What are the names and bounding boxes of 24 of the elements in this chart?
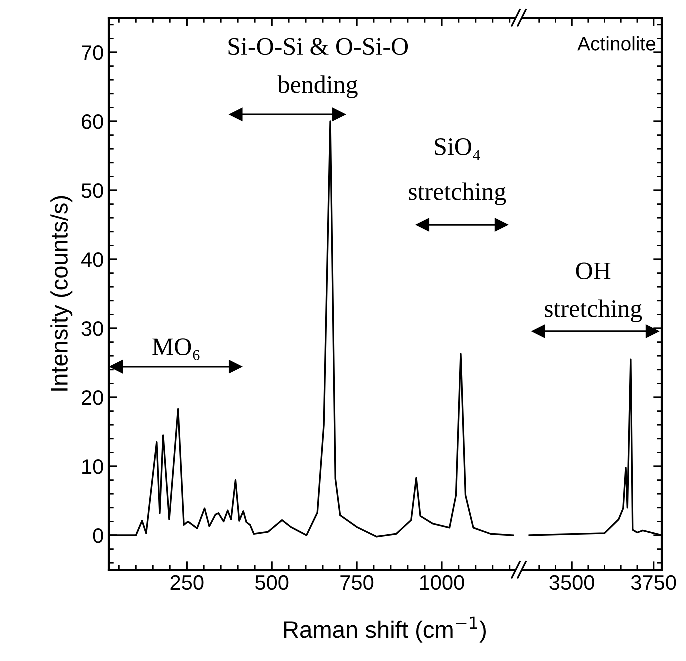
annotation: Si-O-Si & O-Si-O bbox=[228, 38, 408, 56]
x-tick-label: 250 bbox=[170, 575, 204, 590]
y-tick-label: 70 bbox=[82, 46, 104, 60]
y-tick-label: 30 bbox=[82, 322, 104, 336]
x-tick-label: 500 bbox=[256, 575, 289, 590]
annotation: bending bbox=[278, 76, 358, 98]
annotation: SiO₄ bbox=[435, 138, 480, 160]
y-tick-label: 60 bbox=[82, 114, 104, 130]
annotation: stretching bbox=[545, 300, 642, 322]
y-axis-title: Intensity (counts/s) bbox=[50, 196, 73, 391]
annotation: stretching bbox=[409, 182, 506, 206]
annotation: MO₆ bbox=[152, 338, 200, 360]
y-tick-label: 20 bbox=[82, 390, 104, 406]
y-tick-label: 0 bbox=[93, 528, 104, 544]
y-tick-label: 50 bbox=[82, 184, 104, 198]
annotation: Actinolite bbox=[578, 36, 656, 51]
x-tick-label: 3750 bbox=[631, 575, 676, 590]
y-tick-label: 10 bbox=[82, 460, 104, 474]
x-tick-label: 3500 bbox=[550, 575, 594, 590]
x-tick-label: 750 bbox=[340, 575, 374, 590]
x-axis-title: Raman shift (cm$^{−1}$) bbox=[284, 616, 486, 643]
x-tick-label: 1000 bbox=[420, 575, 464, 590]
annotation: OH bbox=[576, 262, 611, 280]
y-tick-label: 40 bbox=[81, 252, 104, 268]
